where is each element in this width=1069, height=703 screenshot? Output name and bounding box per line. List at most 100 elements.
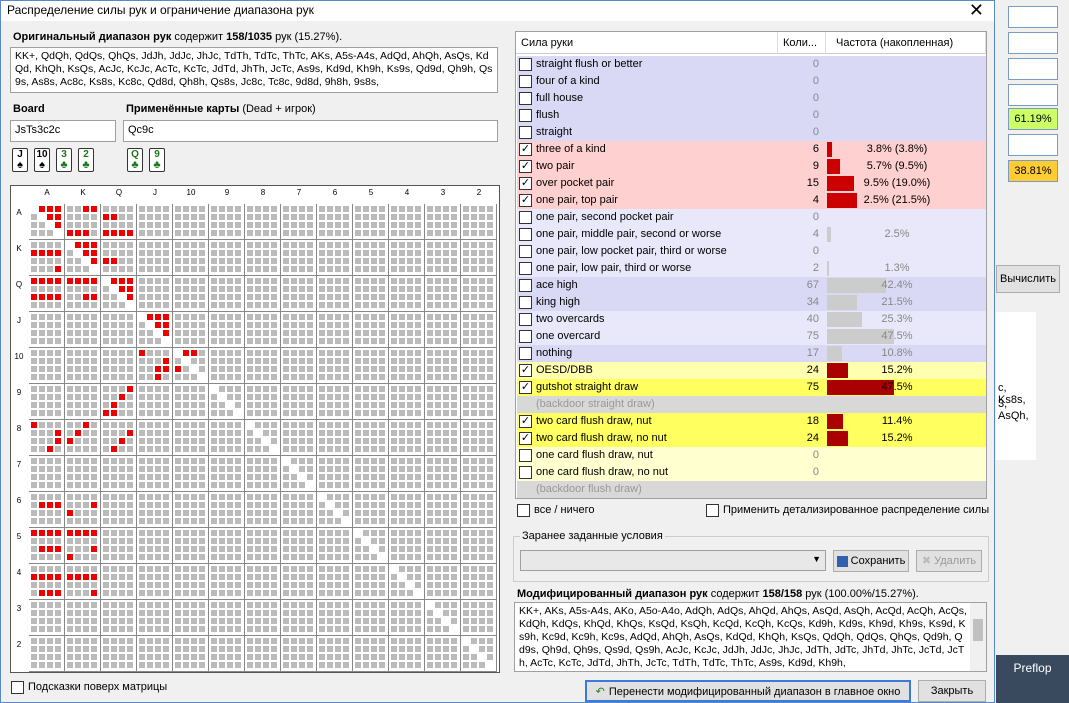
row-checkbox[interactable]: [519, 313, 532, 326]
matrix-cell[interactable]: [101, 312, 137, 348]
table-row[interactable]: ✓ over pocket pair 15 9.5% (19.0%): [517, 175, 986, 192]
table-row[interactable]: one card flush draw, no nut 0: [517, 464, 986, 481]
matrix-cell[interactable]: [245, 276, 281, 312]
matrix-cell[interactable]: [461, 564, 497, 600]
matrix-cell[interactable]: [29, 600, 65, 636]
presets-dropdown[interactable]: ▼: [520, 550, 826, 571]
matrix-cell[interactable]: [65, 420, 101, 456]
hand-matrix[interactable]: A A K K Q Q J J 10 10 9 9 8 8 7 7 6 6 5 5 4 4 3 3 2 2: [10, 185, 500, 673]
matrix-cell[interactable]: [137, 240, 173, 276]
matrix-cell[interactable]: [317, 600, 353, 636]
matrix-cell[interactable]: [353, 384, 389, 420]
row-checkbox[interactable]: [519, 58, 532, 71]
preflop-tab[interactable]: Preflop: [996, 655, 1069, 703]
matrix-cell[interactable]: [317, 348, 353, 384]
row-checkbox[interactable]: [519, 109, 532, 122]
matrix-cell[interactable]: [29, 312, 65, 348]
matrix-cell[interactable]: [137, 276, 173, 312]
matrix-cell[interactable]: [245, 492, 281, 528]
matrix-cell[interactable]: [101, 276, 137, 312]
row-checkbox[interactable]: [519, 75, 532, 88]
matrix-cell[interactable]: [461, 492, 497, 528]
matrix-cell[interactable]: [29, 420, 65, 456]
matrix-cell[interactable]: [65, 492, 101, 528]
matrix-cell[interactable]: [461, 456, 497, 492]
matrix-cell[interactable]: [29, 492, 65, 528]
matrix-cell[interactable]: [389, 384, 425, 420]
row-checkbox[interactable]: ✓: [519, 432, 532, 445]
matrix-cell[interactable]: [281, 600, 317, 636]
table-row[interactable]: ✓ three of a kind 6 3.8% (3.8%): [517, 141, 986, 158]
matrix-cell[interactable]: [173, 420, 209, 456]
matrix-cell[interactable]: [29, 528, 65, 564]
matrix-cell[interactable]: [281, 636, 317, 672]
matrix-cell[interactable]: [461, 600, 497, 636]
board-input[interactable]: JsTs3c2c: [10, 120, 116, 142]
matrix-cell[interactable]: [209, 564, 245, 600]
matrix-cell[interactable]: [173, 240, 209, 276]
matrix-cell[interactable]: [137, 564, 173, 600]
table-row[interactable]: ✓ one pair, top pair 4 2.5% (21.5%): [517, 192, 986, 209]
matrix-cell[interactable]: [209, 528, 245, 564]
table-row[interactable]: four of a kind 0: [517, 73, 986, 90]
matrix-cell[interactable]: [137, 528, 173, 564]
matrix-cell[interactable]: [245, 204, 281, 240]
row-checkbox[interactable]: [519, 330, 532, 343]
matrix-cell[interactable]: [65, 456, 101, 492]
matrix-cell[interactable]: [317, 492, 353, 528]
matrix-cell[interactable]: [137, 420, 173, 456]
matrix-cell[interactable]: [29, 384, 65, 420]
matrix-cell[interactable]: [317, 240, 353, 276]
matrix-cell[interactable]: [173, 276, 209, 312]
matrix-cell[interactable]: [29, 240, 65, 276]
matrix-cell[interactable]: [317, 420, 353, 456]
matrix-cell[interactable]: [389, 600, 425, 636]
row-checkbox[interactable]: ✓: [519, 415, 532, 428]
matrix-cell[interactable]: [425, 636, 461, 672]
matrix-cell[interactable]: [209, 348, 245, 384]
matrix-cell[interactable]: [281, 456, 317, 492]
matrix-cell[interactable]: [425, 528, 461, 564]
matrix-cell[interactable]: [389, 312, 425, 348]
matrix-cell[interactable]: [137, 456, 173, 492]
matrix-cell[interactable]: [173, 384, 209, 420]
matrix-cell[interactable]: [65, 384, 101, 420]
matrix-cell[interactable]: [245, 564, 281, 600]
table-row[interactable]: (backdoor flush draw): [517, 481, 986, 498]
row-checkbox[interactable]: [519, 262, 532, 275]
matrix-cell[interactable]: [425, 240, 461, 276]
matrix-cell[interactable]: [281, 240, 317, 276]
matrix-cell[interactable]: [389, 420, 425, 456]
matrix-cell[interactable]: [209, 600, 245, 636]
matrix-cell[interactable]: [65, 564, 101, 600]
save-button[interactable]: Сохранить: [833, 550, 909, 572]
matrix-cell[interactable]: [101, 564, 137, 600]
matrix-cell[interactable]: [461, 384, 497, 420]
matrix-cell[interactable]: [245, 420, 281, 456]
right-input-5[interactable]: [1008, 134, 1058, 156]
matrix-cell[interactable]: [209, 240, 245, 276]
matrix-cell[interactable]: [389, 456, 425, 492]
matrix-cell[interactable]: [137, 636, 173, 672]
row-checkbox[interactable]: [519, 245, 532, 258]
close-icon[interactable]: ✕: [968, 0, 984, 20]
matrix-cell[interactable]: [353, 348, 389, 384]
matrix-cell[interactable]: [353, 240, 389, 276]
matrix-cell[interactable]: [173, 204, 209, 240]
table-row[interactable]: one pair, low pair, third or worse 2 1.3%: [517, 260, 986, 277]
table-row[interactable]: flush 0: [517, 107, 986, 124]
calculate-button[interactable]: Вычислить: [996, 265, 1060, 293]
matrix-cell[interactable]: [353, 600, 389, 636]
matrix-cell[interactable]: [245, 600, 281, 636]
table-row[interactable]: full house 0: [517, 90, 986, 107]
matrix-cell[interactable]: [209, 312, 245, 348]
matrix-cell[interactable]: [173, 528, 209, 564]
matrix-cell[interactable]: [353, 636, 389, 672]
matrix-cell[interactable]: [209, 492, 245, 528]
applied-input[interactable]: Qc9c: [123, 120, 498, 142]
table-row[interactable]: ✓ gutshot straight draw 75 47.5%: [517, 379, 986, 396]
matrix-cell[interactable]: [65, 276, 101, 312]
matrix-cell[interactable]: [461, 636, 497, 672]
matrix-cell[interactable]: [137, 600, 173, 636]
right-input-4[interactable]: [1008, 84, 1058, 106]
